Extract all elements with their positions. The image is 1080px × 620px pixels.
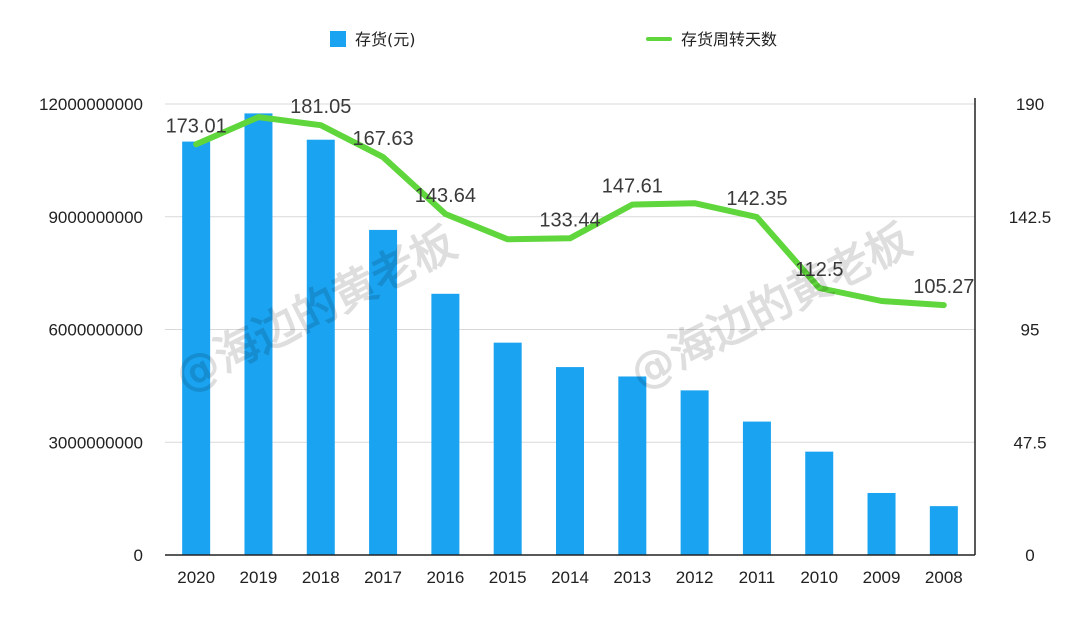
bar <box>867 492 896 555</box>
y-right-tick-label: 190 <box>1016 95 1044 114</box>
legend-bar-label: 存货(元) <box>355 30 416 49</box>
x-tick-label: 2019 <box>240 568 278 587</box>
bar-series <box>182 113 958 556</box>
bar <box>431 293 460 555</box>
bar <box>805 451 834 555</box>
y-left-tick-label: 9000000000 <box>48 208 143 227</box>
x-tick-label: 2008 <box>925 568 963 587</box>
data-label: 133.44 <box>539 209 600 231</box>
bar <box>929 506 958 555</box>
bar <box>742 421 771 555</box>
data-label: 147.61 <box>602 176 663 198</box>
x-tick-label: 2020 <box>177 568 215 587</box>
y-right-tick-label: 95 <box>1021 321 1040 340</box>
line-series <box>193 114 947 309</box>
bar <box>369 229 398 555</box>
bar <box>618 376 647 555</box>
data-label: 142.35 <box>726 188 787 210</box>
y-left-tick-label: 6000000000 <box>48 321 143 340</box>
x-tick-label: 2013 <box>613 568 651 587</box>
line-series-path <box>193 114 947 309</box>
x-tick-label: 2018 <box>302 568 340 587</box>
bar <box>244 113 273 555</box>
axes: 0 3000000000 6000000000 9000000000 120000000… <box>39 95 1051 587</box>
bar <box>306 139 335 555</box>
x-tick-label: 2016 <box>426 568 464 587</box>
x-tick-label: 2010 <box>800 568 838 587</box>
y-left-tick-label: 12000000000 <box>39 95 143 114</box>
bar <box>493 342 522 555</box>
y-right-tick-label: 142.5 <box>1009 208 1052 227</box>
y-left-tick-label: 0 <box>134 546 143 565</box>
x-tick-label: 2017 <box>364 568 402 587</box>
y-right-tick-label: 47.5 <box>1013 433 1046 452</box>
bar <box>182 141 211 556</box>
data-label: 167.63 <box>352 128 413 150</box>
x-tick-label: 2012 <box>676 568 714 587</box>
legend-line-label: 存货周转天数 <box>681 30 777 49</box>
legend-bar-swatch <box>330 31 346 47</box>
legend: 存货(元) 存货周转天数 <box>330 30 777 49</box>
x-tick-label: 2014 <box>551 568 589 587</box>
watermark-text: @海边的黄老板 <box>622 215 920 400</box>
bar <box>680 390 709 555</box>
y-left-tick-label: 3000000000 <box>48 433 143 452</box>
y-right-tick-label: 0 <box>1025 546 1034 565</box>
data-label: 181.05 <box>290 96 351 118</box>
data-label: 143.64 <box>415 185 476 207</box>
x-tick-label: 2015 <box>489 568 527 587</box>
bar <box>556 367 584 555</box>
data-label: 173.01 <box>166 115 227 137</box>
x-tick-label: 2009 <box>863 568 901 587</box>
x-tick-label: 2011 <box>739 568 776 587</box>
data-label: 105.27 <box>913 276 974 298</box>
data-label: 112.5 <box>795 259 844 281</box>
